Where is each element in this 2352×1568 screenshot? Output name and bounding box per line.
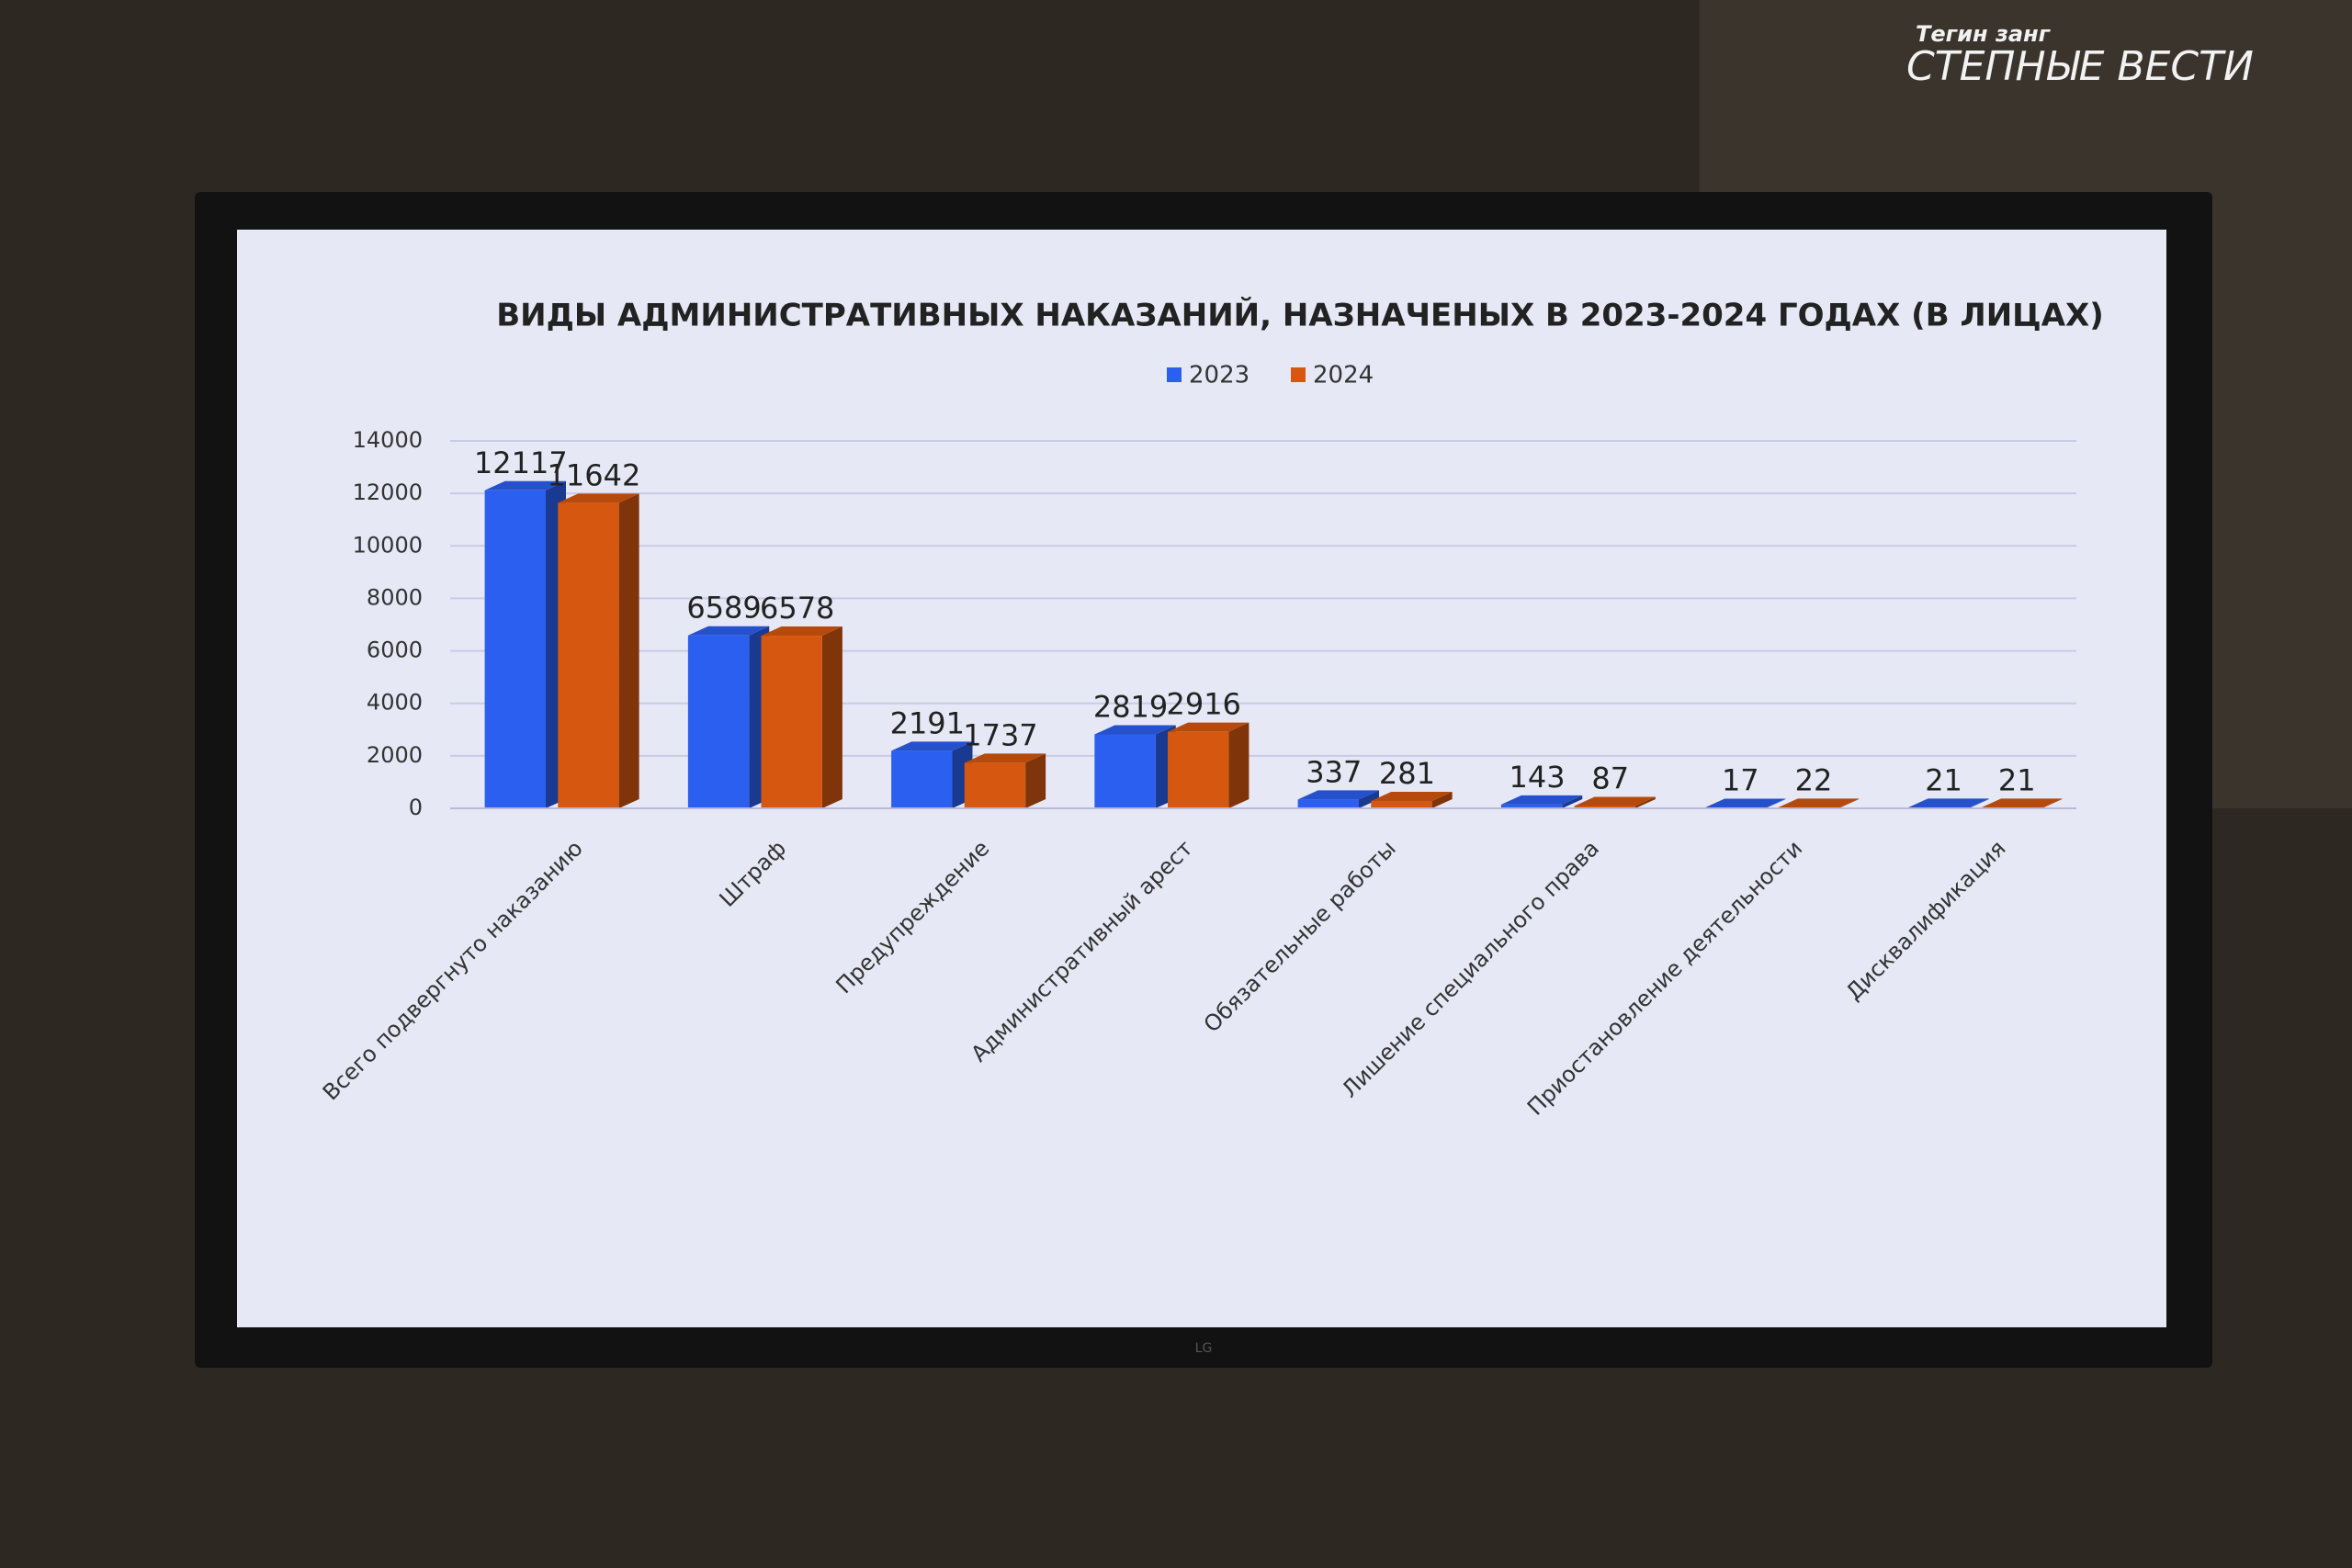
chart-title: ВИДЫ АДМИНИСТРАТИВНЫХ НАКАЗАНИЙ, НАЗНАЧЕ… (496, 297, 2104, 334)
bar-top (484, 480, 566, 491)
data-label: 2819 (1093, 689, 1168, 724)
y-tick-label: 0 (409, 795, 423, 820)
bar-top (687, 626, 770, 636)
bar-side (1968, 798, 1989, 808)
bar (1371, 800, 1432, 808)
bar-top (1094, 725, 1176, 735)
bar (891, 750, 953, 808)
bar-side (1765, 798, 1786, 808)
bar-top (1907, 798, 1989, 808)
bar-top (558, 493, 639, 503)
y-tick-label: 2000 (367, 742, 423, 768)
data-label: 22 (1795, 762, 1833, 797)
tv-brand: LG (1195, 1341, 1213, 1356)
bar-side (2041, 798, 2063, 808)
bar-top (1981, 798, 2063, 808)
data-label: 87 (1591, 761, 1629, 796)
data-label: 337 (1306, 754, 1362, 789)
bar-top (891, 741, 973, 751)
legend-label: 2023 (1189, 362, 1250, 389)
bar (1500, 804, 1563, 808)
bar-side (1358, 790, 1379, 808)
data-label: 2191 (890, 705, 965, 740)
data-label: 6589 (686, 591, 761, 626)
bar (1574, 806, 1635, 808)
bar (761, 636, 822, 808)
bar-top (964, 753, 1046, 763)
data-label: 11642 (548, 457, 641, 492)
bar (964, 762, 1026, 808)
bar-top (1371, 791, 1453, 801)
bar-top (1574, 796, 1656, 807)
data-label: 1737 (963, 717, 1037, 752)
bar-top (1704, 798, 1786, 808)
data-label: 2916 (1166, 687, 1240, 722)
bar (687, 635, 750, 808)
bar-top (1168, 722, 1250, 732)
data-label: 143 (1510, 760, 1566, 795)
bar-side (1228, 722, 1250, 808)
data-label: 17 (1722, 763, 1759, 798)
bar (558, 502, 619, 808)
y-tick-label: 4000 (367, 690, 423, 716)
bar-top (1500, 795, 1583, 805)
y-tick-label: 14000 (353, 427, 423, 453)
logo-subtitle: Тегин занг (1916, 21, 2052, 47)
legend-swatch (1167, 367, 1182, 382)
bar-side (821, 626, 842, 808)
data-label: 6578 (760, 591, 834, 626)
bar-side (618, 493, 639, 808)
bar-side (1431, 791, 1453, 808)
bar-top (1777, 798, 1860, 808)
bar-top (1297, 790, 1379, 800)
data-label: 12117 (474, 446, 568, 480)
y-tick-label: 12000 (353, 479, 423, 505)
legend-swatch (1291, 367, 1306, 382)
logo-title: СТЕПНЫЕ ВЕСТИ (1906, 43, 2254, 90)
bar (1168, 731, 1229, 808)
bar (484, 490, 546, 808)
data-label: 21 (1998, 762, 2036, 797)
bar-side (1634, 796, 1656, 808)
legend-label: 2024 (1313, 362, 1374, 389)
bar-side (1562, 795, 1583, 808)
bar-side (1838, 798, 1860, 808)
data-label: 281 (1379, 756, 1435, 791)
bar-top (761, 626, 842, 637)
y-tick-label: 6000 (367, 637, 423, 663)
bar (1094, 734, 1156, 808)
y-tick-label: 8000 (367, 584, 423, 610)
data-label: 21 (1925, 762, 1962, 797)
bar (1297, 799, 1359, 808)
bar-side (1025, 753, 1046, 808)
y-tick-label: 10000 (353, 532, 423, 558)
